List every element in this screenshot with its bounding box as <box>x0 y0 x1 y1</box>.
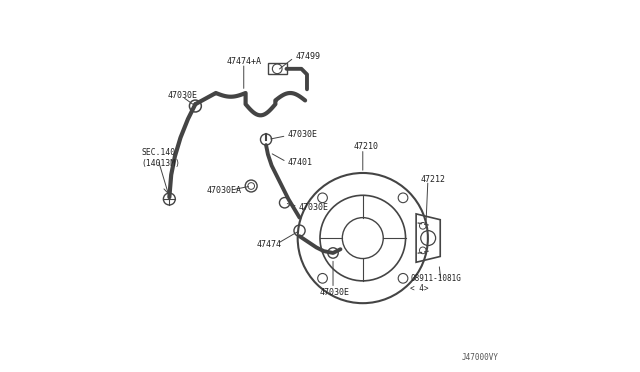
Text: 47030E: 47030E <box>168 92 198 100</box>
Text: J47000VY: J47000VY <box>461 353 499 362</box>
Text: 08911-1081G
< 4>: 08911-1081G < 4> <box>410 274 461 293</box>
Text: 47030EA: 47030EA <box>207 186 241 195</box>
Text: 47030E: 47030E <box>319 288 349 296</box>
Text: 47210: 47210 <box>353 142 378 151</box>
Text: 47030E: 47030E <box>287 130 317 139</box>
Text: 47212: 47212 <box>420 175 445 184</box>
Text: 47030E: 47030E <box>298 203 328 212</box>
Text: SEC.140
(14013M): SEC.140 (14013M) <box>141 148 180 168</box>
Text: 47474+A: 47474+A <box>227 57 261 66</box>
Text: 47499: 47499 <box>296 52 321 61</box>
Text: 47474: 47474 <box>257 240 282 249</box>
Text: 47401: 47401 <box>287 158 312 167</box>
